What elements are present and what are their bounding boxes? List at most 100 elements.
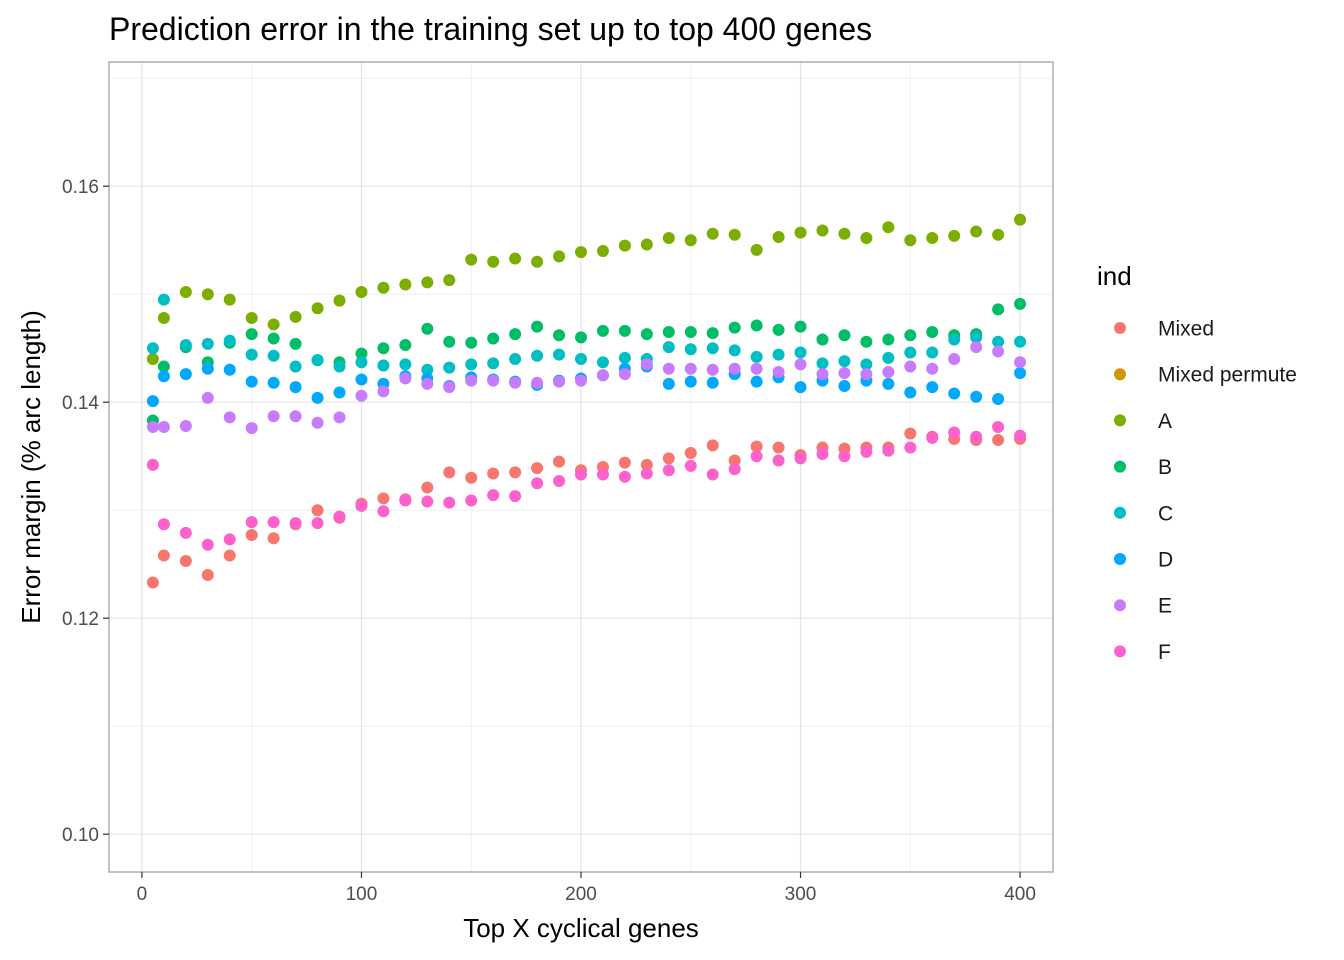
point-a xyxy=(684,234,697,247)
point-mixed xyxy=(509,466,522,479)
point-e xyxy=(289,410,302,423)
y-tick-label: 0.14 xyxy=(62,393,99,414)
point-e xyxy=(509,376,522,389)
point-e xyxy=(794,358,807,371)
point-f xyxy=(860,445,873,458)
point-mixed xyxy=(245,529,258,542)
point-b xyxy=(640,328,653,341)
point-e xyxy=(311,416,324,429)
x-tick-label: 300 xyxy=(785,884,817,905)
point-b xyxy=(443,335,456,348)
point-b xyxy=(618,324,631,337)
point-a xyxy=(860,232,873,245)
point-b xyxy=(882,333,895,346)
point-mixed xyxy=(201,569,214,581)
point-a xyxy=(223,293,236,306)
point-b xyxy=(509,328,522,341)
point-a xyxy=(618,239,631,252)
point-a xyxy=(640,238,653,251)
point-a xyxy=(575,246,587,259)
point-b xyxy=(267,332,280,345)
point-d xyxy=(882,377,895,390)
point-e xyxy=(333,411,346,424)
point-e xyxy=(1014,356,1027,369)
x-tick-label: 200 xyxy=(565,884,597,905)
point-c xyxy=(333,360,346,373)
point-mixed xyxy=(311,504,324,517)
point-e xyxy=(146,421,159,434)
x-tick-label: 100 xyxy=(346,884,378,905)
point-e xyxy=(992,345,1005,358)
point-f xyxy=(816,448,829,461)
point-d xyxy=(311,391,324,404)
point-e xyxy=(860,368,873,381)
point-a xyxy=(706,227,719,240)
point-a xyxy=(245,311,258,324)
point-d xyxy=(838,380,851,392)
point-a xyxy=(443,274,456,287)
point-a xyxy=(355,286,368,299)
point-e xyxy=(223,411,236,424)
point-f xyxy=(794,452,807,465)
point-c xyxy=(816,357,829,370)
point-a xyxy=(179,286,192,299)
y-tick-label: 0.12 xyxy=(62,609,99,630)
point-mixed xyxy=(684,446,697,459)
point-e xyxy=(970,341,983,354)
point-c xyxy=(575,353,587,365)
legend-label-e: E xyxy=(1158,595,1172,618)
legend-key-mixed xyxy=(1114,322,1126,334)
point-c xyxy=(146,342,159,355)
point-e xyxy=(201,391,214,404)
point-f xyxy=(146,458,159,471)
point-f xyxy=(618,470,631,483)
point-d xyxy=(267,376,280,389)
point-mixed xyxy=(421,481,434,494)
x-axis-ticks: 0 100 200 300 400 xyxy=(137,872,1036,905)
x-tick-label: 400 xyxy=(1004,884,1036,905)
point-c xyxy=(201,337,214,350)
point-e xyxy=(399,372,412,385)
point-c xyxy=(772,348,785,361)
point-mixed xyxy=(662,452,675,465)
point-a xyxy=(794,226,807,239)
point-f xyxy=(487,489,500,502)
point-e xyxy=(640,358,653,371)
point-c xyxy=(245,348,258,361)
point-b xyxy=(904,329,917,342)
point-f xyxy=(662,464,675,477)
point-a xyxy=(146,353,159,365)
point-f xyxy=(970,430,983,443)
point-f xyxy=(904,441,917,454)
point-a xyxy=(750,243,763,256)
point-e xyxy=(662,362,675,375)
point-f xyxy=(201,538,214,551)
point-e xyxy=(443,381,456,394)
point-b xyxy=(245,328,258,341)
point-c xyxy=(399,358,412,371)
legend-key-f xyxy=(1114,645,1126,658)
point-e xyxy=(245,422,258,435)
point-f xyxy=(421,495,434,508)
point-a xyxy=(992,228,1005,241)
point-d xyxy=(157,370,170,383)
point-mixed xyxy=(640,458,653,471)
point-b xyxy=(596,324,609,337)
point-d xyxy=(245,375,258,388)
point-e xyxy=(553,375,566,388)
point-f xyxy=(926,431,939,444)
legend-key-b xyxy=(1114,460,1126,473)
point-d xyxy=(1014,367,1027,380)
point-c xyxy=(860,358,873,371)
legend-label-mixed-permute: Mixed permute xyxy=(1158,364,1297,387)
point-d xyxy=(992,392,1005,405)
point-b xyxy=(706,327,719,340)
point-mixed xyxy=(146,576,159,589)
major-gridlines xyxy=(109,62,1053,872)
point-c xyxy=(531,349,544,362)
point-b xyxy=(838,329,851,342)
point-f xyxy=(223,533,236,546)
point-a xyxy=(728,228,741,241)
point-d xyxy=(706,376,719,389)
point-mixed xyxy=(728,454,741,467)
